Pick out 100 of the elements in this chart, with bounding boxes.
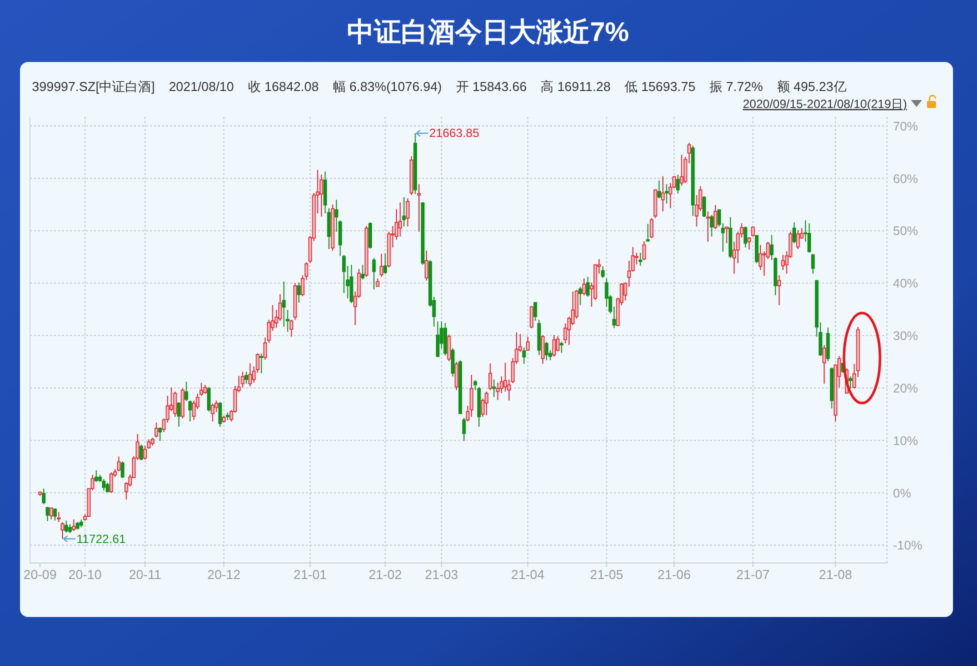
candlestick [560,341,564,354]
candlestick [49,506,54,520]
x-tick-label: 21-04 [511,567,544,582]
x-tick-label: 21-02 [368,567,402,582]
candlestick [94,470,98,482]
candlestick [447,334,451,362]
x-tick-label: 21-05 [590,567,624,582]
candlestick [751,226,755,237]
y-tick-label: 30% [893,329,918,344]
candlestick [320,174,324,218]
candlestick [530,306,534,329]
candlestick [417,184,421,232]
candlestick [177,402,181,428]
candlestick [744,226,748,248]
candlestick [290,319,294,338]
candlestick [398,202,402,237]
candlestick [143,445,147,460]
y-tick-label: 0% [893,486,912,500]
y-tick-label: 20% [893,381,918,396]
candlestick [702,196,706,218]
candlestick [120,460,124,479]
y-tick-label: 60% [893,172,918,186]
candlestick [46,506,50,522]
candlestick [724,226,728,244]
candlestick [42,488,46,505]
text: 高 16911.28 [540,79,611,95]
candlestick [360,264,364,280]
candlestick [158,426,162,442]
candlestick [680,154,684,186]
candlestick [454,361,458,391]
candlestick [218,402,222,428]
candlestick [282,281,286,328]
candlestick [544,341,548,361]
candlestick [188,400,192,422]
y-tick-label: 40% [893,276,918,291]
candlestick [248,362,252,387]
x-tick-label: 20-12 [207,567,240,582]
candlestick [586,276,590,298]
y-tick-label: -10% [893,538,922,553]
candlestick [462,417,466,442]
candlestick [260,352,264,374]
x-tick-label: 20-09 [23,567,57,582]
candlestick [109,472,114,494]
x-tick-label: 21-06 [658,567,691,582]
candlestick [676,174,680,194]
candlestick [154,422,158,438]
candlestick [664,184,668,204]
candlestick [488,362,492,391]
text: 振 7.72% [709,79,763,95]
text: 开 15843.66 [456,79,527,95]
candlestick [822,344,826,384]
x-tick-label: 21-01 [294,567,327,582]
candlestick [210,403,214,422]
text: 额 495.23亿 [776,79,846,95]
candlestick [807,222,812,254]
candlestick [173,391,177,418]
candlestick [140,444,144,461]
candlestick [72,519,76,532]
candlestick [642,240,646,261]
x-tick-label: 20-11 [128,567,162,582]
candlestick [522,347,526,364]
x-tick-label: 21-08 [818,567,852,582]
text: 收 16842.08 [248,79,319,95]
candlestick [450,348,455,377]
chart-subtitle: 2020/09/15-2021/08/10(219日) [742,97,907,111]
y-tick-label: 50% [893,224,918,238]
candlestick [372,257,376,290]
candlestick [792,222,796,244]
candlestick [436,320,440,358]
text: 2021/08/10 [168,79,234,95]
candlestick [796,230,800,250]
candlestick [811,253,815,274]
candlestick [526,336,530,352]
annotation: 11722.61 [76,532,126,546]
candlestick [661,176,665,212]
candlestick [53,508,57,522]
candlestick [406,198,410,228]
candlestick [710,214,714,237]
candlestick [240,371,244,388]
annotation: 21663.85 [429,126,480,140]
candlestick [60,522,64,540]
candlestick [541,334,545,364]
candlestick [657,180,661,199]
candlestick [297,282,301,304]
text: 幅 6.83%(1076.94) [332,79,442,95]
x-tick-label: 20-10 [68,567,102,582]
candlestick [244,371,248,384]
text: 399997.SZ[中证白酒] [32,79,155,95]
candlestick [56,512,61,523]
x-tick-label: 21-07 [736,567,770,582]
candlestick [646,223,650,242]
candlestick [638,252,642,266]
candlestick [706,210,710,242]
candlestick [207,386,211,412]
candlestick [102,478,106,492]
chart-title: 中证白酒今日大涨近7% [346,17,630,47]
candlestick [184,381,188,402]
candlestick [747,236,751,250]
y-tick-label: 10% [893,434,918,448]
candlestick [777,274,781,306]
